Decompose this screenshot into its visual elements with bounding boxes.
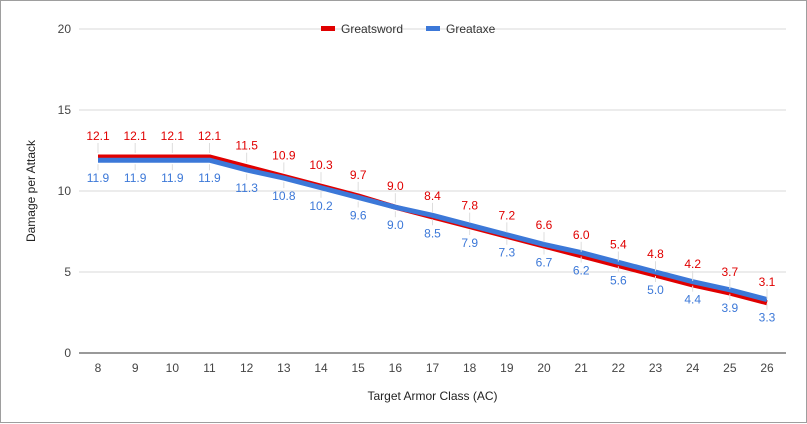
x-axis-title: Target Armor Class (AC) [367,389,497,403]
y-tick-label: 5 [64,265,71,279]
data-label-greatsword: 11.5 [235,139,258,153]
data-label-greatsword: 12.1 [123,129,147,143]
data-label-greataxe: 10.8 [272,189,296,203]
data-label-greatsword: 9.0 [387,179,404,193]
data-label-greataxe: 5.0 [647,283,664,297]
data-label-greataxe: 11.9 [124,171,147,185]
x-tick-label: 9 [132,361,139,375]
data-label-greataxe: 11.9 [87,171,110,185]
legend-swatch-greataxe [426,26,440,31]
data-label-greataxe: 9.0 [387,218,404,232]
x-tick-label: 18 [463,361,477,375]
data-label-greataxe: 6.7 [536,255,553,269]
data-label-greatsword: 10.9 [272,148,296,162]
x-tick-label: 12 [240,361,254,375]
y-axis-title: Damage per Attack [24,139,38,242]
data-label-greatsword: 9.7 [350,168,367,182]
data-label-greataxe: 8.5 [424,226,441,240]
data-label-greatsword: 8.4 [424,189,441,203]
y-tick-label: 10 [58,184,72,198]
data-label-greataxe: 10.2 [309,199,333,213]
x-tick-label: 10 [166,361,180,375]
legend-label-greataxe: Greataxe [446,22,496,36]
data-label-greataxe: 7.9 [461,236,478,250]
x-tick-label: 14 [314,361,328,375]
x-tick-label: 22 [612,361,626,375]
data-label-greataxe: 9.6 [350,208,367,222]
y-tick-label: 20 [58,22,72,36]
x-tick-label: 16 [389,361,403,375]
data-label-greatsword: 7.2 [498,208,515,222]
x-tick-label: 23 [649,361,663,375]
data-label-greataxe: 11.9 [198,171,221,185]
data-label-greataxe: 4.4 [684,293,701,307]
data-label-greatsword: 4.8 [647,247,664,261]
data-label-greatsword: 3.7 [721,265,738,279]
data-label-greataxe: 11.9 [161,171,184,185]
x-tick-label: 15 [351,361,365,375]
data-label-greatsword: 3.1 [759,275,776,289]
data-label-greatsword: 12.1 [198,129,222,143]
data-label-greatsword: 10.3 [309,158,333,172]
x-tick-label: 25 [723,361,737,375]
series-line-greataxe [98,157,768,302]
x-tick-label: 20 [537,361,551,375]
data-label-greataxe: 7.3 [498,246,515,260]
data-label-greatsword: 6.6 [536,218,553,232]
data-label-greataxe: 3.3 [759,311,776,325]
data-label-greataxe: 6.2 [573,264,590,278]
data-label-greatsword: 12.1 [161,129,185,143]
y-tick-label: 15 [58,103,72,117]
data-label-greatsword: 12.1 [86,129,110,143]
legend-label-greatsword: Greatsword [341,22,403,36]
x-tick-label: 24 [686,361,700,375]
x-tick-label: 13 [277,361,291,375]
data-label-greataxe: 3.9 [721,301,738,315]
data-label-greataxe: 5.6 [610,273,627,287]
data-label-greataxe: 11.3 [235,181,258,195]
y-tick-label: 0 [64,346,71,360]
x-tick-label: 17 [426,361,440,375]
data-label-greatsword: 7.8 [461,199,478,213]
x-tick-label: 11 [203,361,216,375]
data-label-greatsword: 4.2 [684,257,701,271]
x-tick-label: 19 [500,361,514,375]
x-tick-label: 21 [574,361,588,375]
x-tick-label: 8 [95,361,102,375]
data-label-greatsword: 5.4 [610,238,627,252]
x-tick-label: 26 [760,361,774,375]
legend-swatch-greatsword [321,26,335,31]
data-label-greatsword: 6.0 [573,228,590,242]
